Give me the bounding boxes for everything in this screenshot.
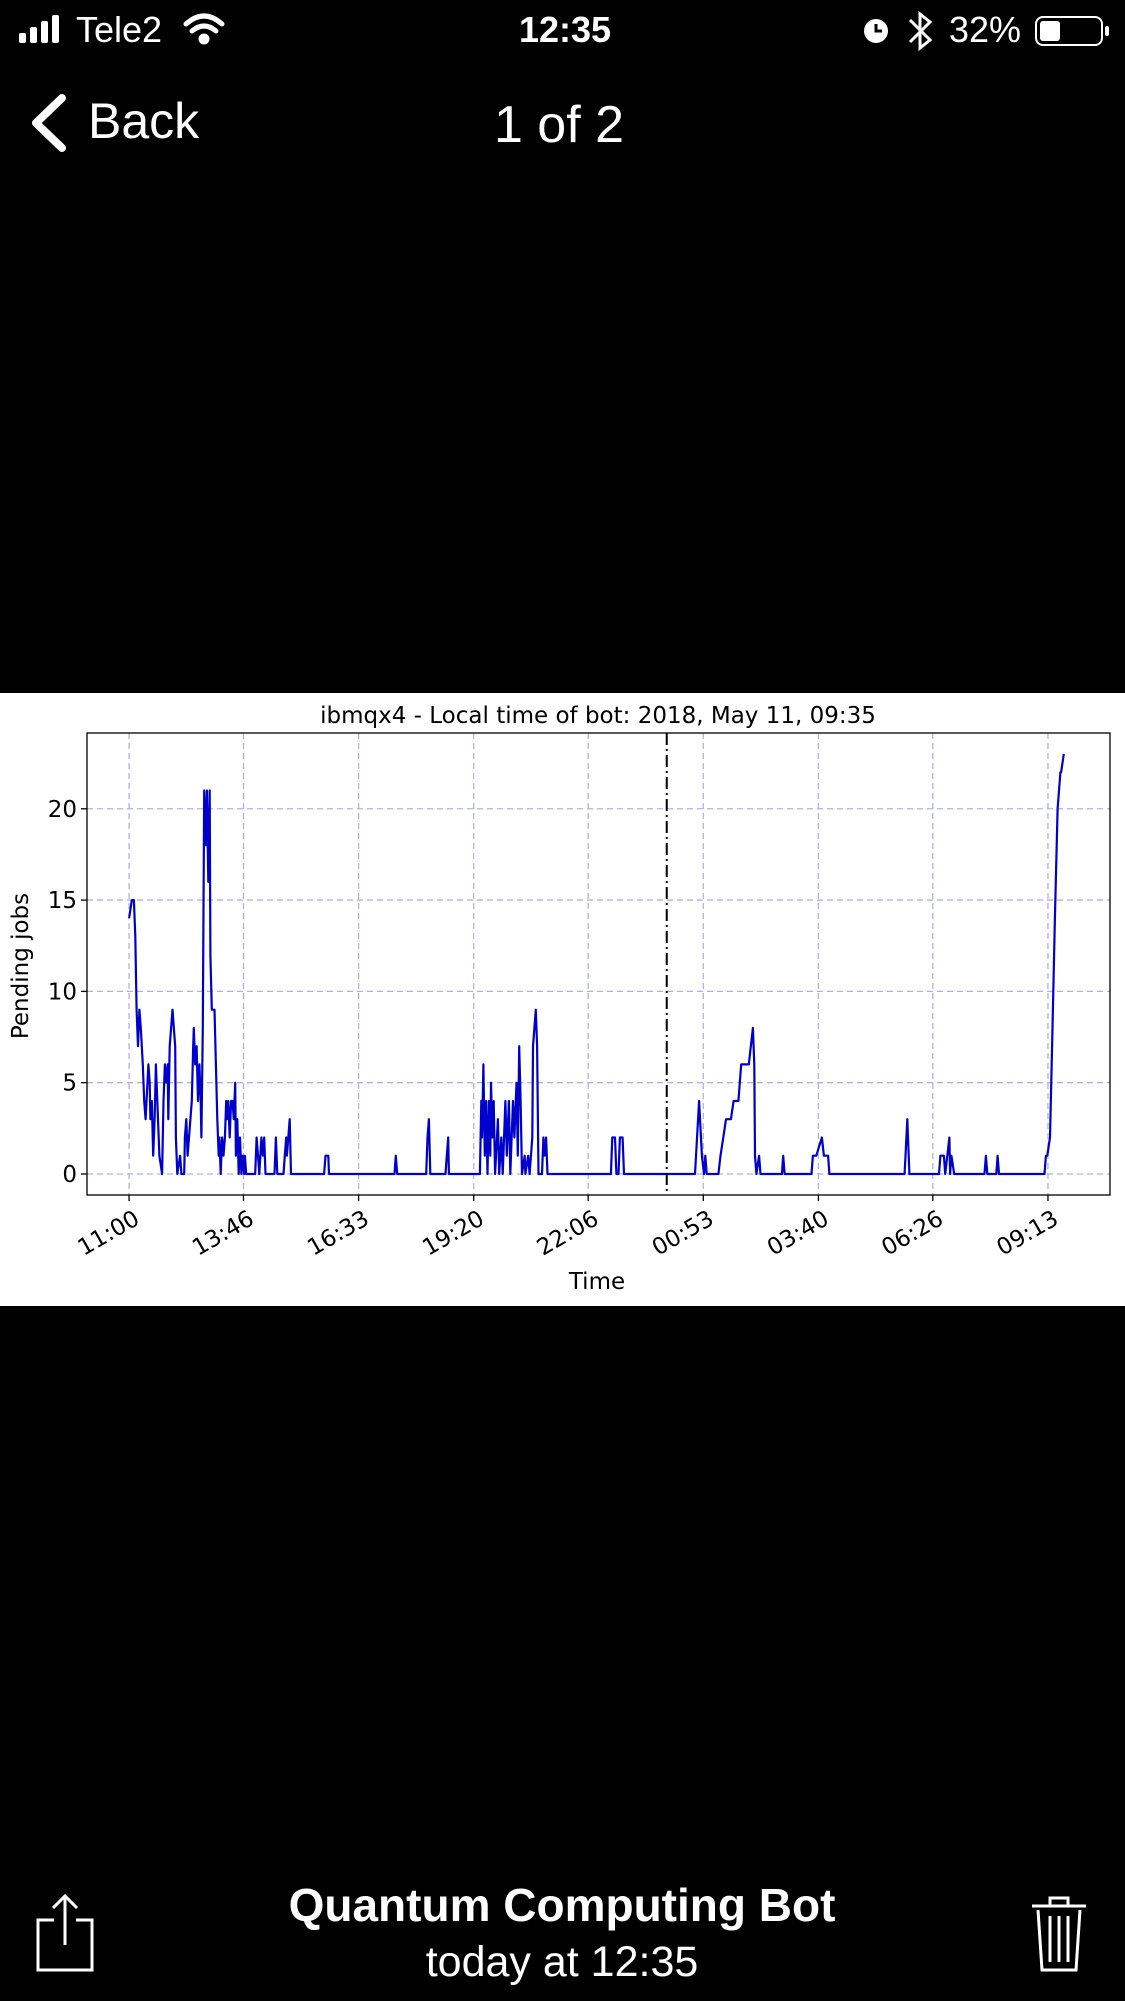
back-label[interactable]: Back: [88, 93, 200, 149]
y-tick-label: 5: [62, 1071, 77, 1097]
data-line: [128, 753, 1065, 1176]
y-axis-label: Pending jobs: [8, 893, 34, 1039]
trash-button[interactable]: [1032, 1896, 1086, 1972]
carrier: Tele2: [76, 9, 162, 50]
y-tick-label: 10: [48, 979, 77, 1005]
battery-icon: [1035, 16, 1109, 46]
date: today at 12:35: [426, 1938, 699, 1986]
nav-title: 1 of 2: [494, 96, 624, 154]
alarm-icon: [864, 19, 888, 43]
wifi-icon: [183, 13, 225, 45]
sender: Quantum Computing Bot: [289, 1879, 836, 1931]
x-axis-label: Time: [568, 1269, 625, 1295]
signal-icon: [19, 15, 59, 43]
bluetooth-icon: [908, 10, 933, 52]
back-chevron[interactable]: [32, 94, 66, 152]
chart-title: ibmqx4 - Local time of bot: 2018, May 11…: [320, 703, 876, 729]
share-button[interactable]: [36, 1893, 94, 1972]
chart-image[interactable]: [0, 693, 1125, 1306]
battery-percent: 32%: [949, 9, 1021, 50]
y-tick-label: 15: [48, 888, 77, 914]
clock: 12:35: [519, 9, 611, 50]
y-tick-label: 20: [48, 797, 77, 823]
plot-frame: [86, 732, 1111, 1196]
y-tick-label: 0: [62, 1162, 77, 1188]
back-button[interactable]: Back: [32, 93, 200, 152]
